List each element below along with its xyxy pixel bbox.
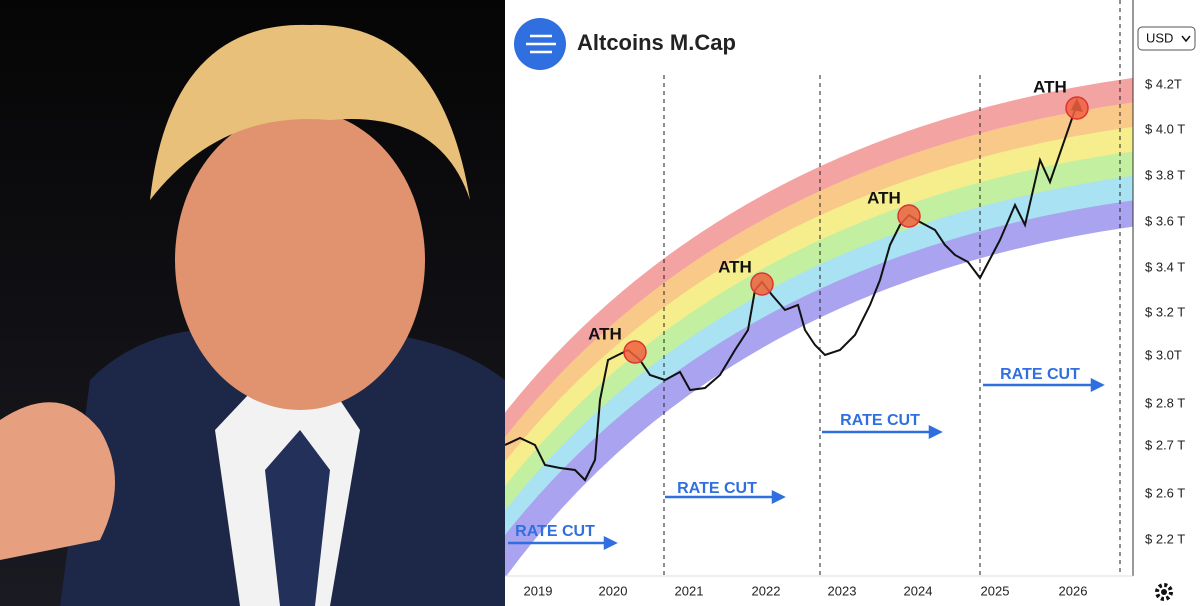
dividers bbox=[663, 0, 1121, 576]
x-tick-label: 2020 bbox=[599, 583, 628, 598]
rainbow-band bbox=[505, 126, 1133, 505]
rate-cut-label: RATE CUT bbox=[1000, 366, 1080, 383]
ath-label: ATH bbox=[1033, 77, 1067, 96]
rate-cut-label: RATE CUT bbox=[515, 523, 595, 540]
rainbow-band bbox=[505, 77, 1133, 456]
y-tick-label: $ 3.6 T bbox=[1145, 213, 1185, 228]
y-tick-label: $ 4.2T bbox=[1145, 76, 1182, 91]
y-tick-label: $ 3.0T bbox=[1145, 347, 1182, 362]
x-tick-label: 2022 bbox=[752, 583, 781, 598]
y-tick-label: $ 3.2 T bbox=[1145, 304, 1185, 319]
rate-cut-label: RATE CUT bbox=[840, 412, 920, 429]
y-tick-label: $ 2.8 T bbox=[1145, 395, 1185, 410]
ath-label: ATH bbox=[867, 188, 901, 207]
x-tick-label: 2023 bbox=[828, 583, 857, 598]
rate-cut-arrows bbox=[508, 377, 1105, 551]
x-tick-label: 2024 bbox=[904, 583, 933, 598]
currency-label[interactable]: USD bbox=[1146, 30, 1173, 45]
ath-markers bbox=[623, 96, 1089, 364]
y-tick-label: $ 3.8 T bbox=[1145, 167, 1185, 182]
dropdown-caret[interactable] bbox=[1181, 35, 1191, 43]
settings-icon[interactable] bbox=[1155, 583, 1173, 601]
x-tick-label: 2026 bbox=[1059, 583, 1088, 598]
y-tick-label: $ 3.4 T bbox=[1145, 259, 1185, 274]
title: Altcoins M.Cap bbox=[577, 30, 736, 55]
rainbow-band bbox=[505, 102, 1133, 480]
ath-label: ATH bbox=[588, 324, 622, 343]
currency-select[interactable] bbox=[1137, 26, 1196, 51]
price-line bbox=[505, 103, 1078, 482]
x-tick-label: 2021 bbox=[675, 583, 704, 598]
x-tick-label: 2025 bbox=[981, 583, 1010, 598]
y-tick-label: $ 2.6 T bbox=[1145, 485, 1185, 500]
y-tick-label: $ 2.7 T bbox=[1145, 437, 1185, 452]
y-tick-label: $ 4.0 T bbox=[1145, 121, 1185, 136]
rainbow-band bbox=[505, 200, 1133, 576]
y-tick-label: $ 2.2 T bbox=[1145, 531, 1185, 546]
photo bbox=[0, 0, 505, 606]
logo-glyph bbox=[526, 34, 556, 54]
rainbow bbox=[505, 77, 1133, 576]
ath-label: ATH bbox=[718, 257, 752, 276]
x-tick-label: 2019 bbox=[524, 583, 553, 598]
rate-cut-label: RATE CUT bbox=[677, 480, 757, 497]
